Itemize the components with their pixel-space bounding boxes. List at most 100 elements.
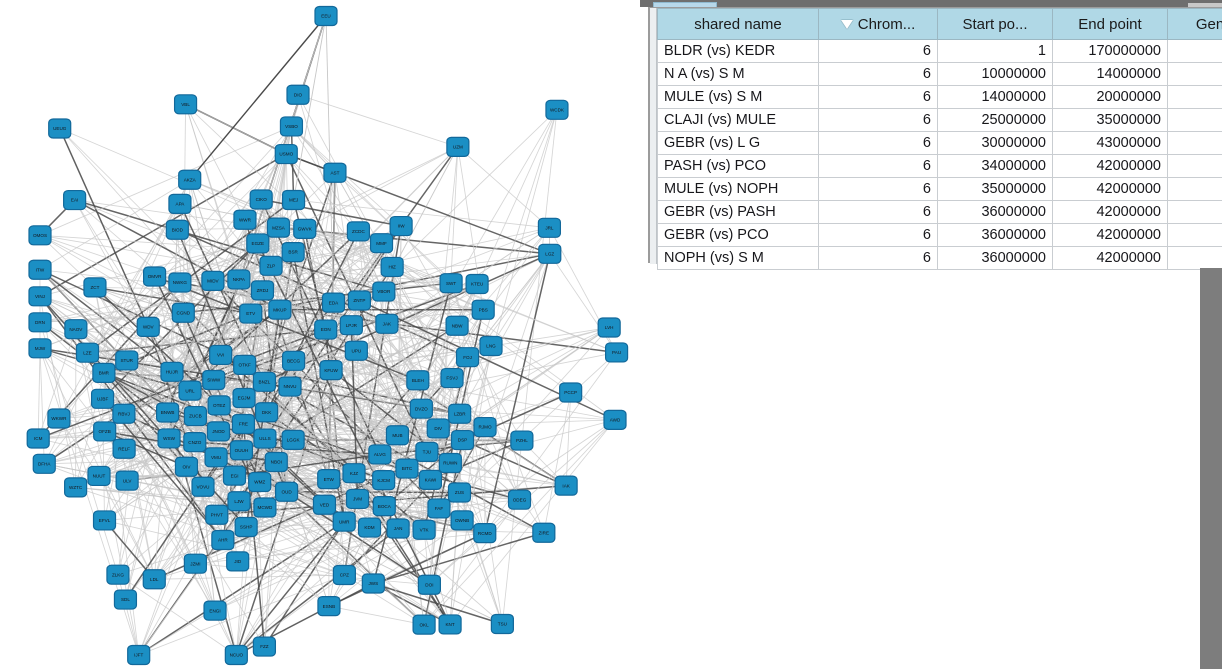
main-network-node[interactable]: UPU	[344, 340, 368, 361]
main-network-node[interactable]: PAU	[604, 342, 629, 363]
main-network-node[interactable]: LDL	[142, 569, 166, 590]
cell-shared_name[interactable]: MULE (vs) S M	[657, 85, 819, 109]
main-network-node[interactable]: IJFT	[127, 644, 151, 666]
main-network-node[interactable]: KAWI	[418, 469, 443, 490]
results-table-panel[interactable]: shared name Chrom... Start po... End poi…	[648, 7, 1222, 270]
main-network-node[interactable]: EGJM	[232, 387, 256, 409]
main-network-node[interactable]: ZCDC	[346, 221, 371, 242]
main-network-node[interactable]: PBS	[471, 299, 495, 320]
main-network-node[interactable]: PCCP	[559, 382, 583, 403]
main-network-node[interactable]: AHR	[211, 529, 235, 551]
main-network-view[interactable]: EEU OTKF JID ZNTP ZIRE ETW GWVK CPZ AKZA WZTC OWNB…	[0, 0, 640, 669]
main-network-node[interactable]: NAOV	[64, 319, 88, 340]
main-network-node[interactable]: ALVG	[368, 444, 392, 465]
cell-end_point[interactable]: 14000000	[1052, 62, 1168, 86]
main-network-node[interactable]: BLEH	[406, 370, 430, 391]
column-header-genetic[interactable]: Genetic...	[1167, 8, 1222, 40]
table-row[interactable]: NOPH (vs) S M636000000420000009.9	[657, 246, 1222, 270]
main-network-node[interactable]: OMVR	[142, 266, 167, 287]
main-network-node[interactable]: RUWN	[438, 452, 462, 474]
table-row[interactable]: PASH (vs) PCO6340000004200000011.4	[657, 154, 1222, 178]
main-network-node[interactable]: SWT	[439, 273, 463, 294]
main-network-node[interactable]: ZCT	[83, 277, 107, 298]
main-network-node[interactable]: JAK	[375, 313, 399, 334]
cell-start_point[interactable]: 35000000	[937, 177, 1053, 201]
cell-chromosome[interactable]: 6	[818, 246, 938, 270]
table-row[interactable]: GEBR (vs) PCO636000000420000008.4	[657, 223, 1222, 247]
main-network-node[interactable]: MIDV	[201, 270, 225, 292]
cell-end_point[interactable]: 42000000	[1052, 154, 1168, 178]
main-network-node[interactable]: LGZ	[538, 243, 562, 264]
main-network-node[interactable]: NCUO	[224, 644, 248, 666]
main-network-node[interactable]: DKK	[254, 402, 279, 423]
main-network-node[interactable]: AKZA	[178, 169, 202, 190]
cell-end_point[interactable]: 42000000	[1052, 177, 1168, 201]
cell-chromosome[interactable]: 6	[818, 39, 938, 63]
main-network-node[interactable]: FZZ	[252, 636, 277, 657]
cell-start_point[interactable]: 36000000	[937, 200, 1053, 224]
main-network-node[interactable]: STUR	[115, 350, 139, 371]
main-network-node[interactable]: SIWW	[202, 369, 226, 391]
cell-start_point[interactable]: 14000000	[937, 85, 1053, 109]
main-network-node[interactable]: NUUT	[87, 465, 111, 487]
main-network-node[interactable]: ZIRE	[532, 522, 556, 543]
main-network-node[interactable]: APA	[168, 193, 192, 214]
main-network-node[interactable]: MKUP	[268, 299, 292, 320]
cell-start_point[interactable]: 36000000	[937, 246, 1053, 270]
cell-end_point[interactable]: 42000000	[1052, 200, 1168, 224]
main-network-node[interactable]: OTEZ	[207, 395, 231, 416]
main-network-node[interactable]: ZUCB	[183, 405, 208, 427]
column-header-start-point[interactable]: Start po...	[937, 8, 1053, 40]
main-network-node[interactable]: VMU	[204, 447, 228, 468]
main-network-node[interactable]: BSR	[281, 241, 305, 263]
main-network-node[interactable]: NBW	[445, 315, 469, 336]
main-network-node[interactable]: ZRDJ	[250, 280, 275, 301]
main-network-node[interactable]: EGI	[222, 465, 247, 486]
cell-end_point[interactable]: 35000000	[1052, 108, 1168, 132]
cell-chromosome[interactable]: 6	[818, 200, 938, 224]
main-network-node[interactable]: OFZB	[93, 421, 117, 442]
main-network-node[interactable]: OIV	[174, 456, 199, 477]
main-network-node[interactable]: IAK	[554, 475, 578, 496]
main-network-node[interactable]: BNZL	[252, 371, 277, 392]
main-network-node[interactable]: ZUS	[447, 482, 472, 503]
main-network-node[interactable]: JVM	[345, 488, 370, 510]
main-network-node[interactable]: ETW	[317, 468, 341, 490]
main-network-node[interactable]: TJU	[415, 441, 439, 462]
main-network-node[interactable]: HUJR	[160, 361, 184, 382]
main-network-node[interactable]: RJMO	[473, 416, 497, 438]
cell-shared_name[interactable]: GEBR (vs) PASH	[657, 200, 819, 224]
main-network-node[interactable]: KJCM	[372, 470, 396, 491]
main-network-node[interactable]: WDV	[136, 316, 160, 338]
main-network-node[interactable]: VSBO	[279, 116, 304, 137]
main-network-node[interactable]: SSHP	[234, 516, 258, 538]
main-network-node[interactable]: OTKF	[233, 354, 257, 376]
cell-chromosome[interactable]: 6	[818, 131, 938, 155]
main-network-node[interactable]: EEU	[314, 5, 338, 27]
main-network-node[interactable]: EAI	[63, 189, 87, 211]
main-network-node[interactable]: VOVU	[191, 476, 215, 497]
main-network-node[interactable]: ULV	[115, 470, 139, 491]
main-network-node[interactable]: VBOR	[372, 281, 396, 302]
main-network-node[interactable]: RCMD	[473, 523, 497, 544]
table-row[interactable]: GEBR (vs) L G6300000004300000016.9	[657, 131, 1222, 155]
cell-shared_name[interactable]: CLAJI (vs) MULE	[657, 108, 819, 132]
main-network-node[interactable]: OKL	[412, 614, 436, 635]
main-network-node[interactable]: BOCA	[372, 496, 396, 517]
cell-genetic[interactable]: 16.9	[1167, 131, 1222, 155]
main-network-node[interactable]: LNG	[479, 335, 503, 357]
cell-genetic[interactable]: 10.5	[1167, 177, 1222, 201]
main-network-node[interactable]: PZHL	[510, 430, 534, 451]
cell-chromosome[interactable]: 6	[818, 108, 938, 132]
main-network-node[interactable]: NBOI	[264, 451, 288, 473]
main-network-node[interactable]: IIW	[389, 215, 413, 237]
sort-descending-icon[interactable]	[840, 20, 853, 30]
main-network-node[interactable]: ZLKG	[106, 564, 130, 585]
main-network-node[interactable]: DIO	[286, 84, 310, 105]
cell-genetic[interactable]: 5.9	[1167, 108, 1222, 132]
cell-start_point[interactable]: 34000000	[937, 154, 1053, 178]
main-network-node[interactable]: UJBF	[90, 388, 115, 409]
main-network-node[interactable]: OWNB	[450, 510, 474, 531]
main-network-node[interactable]: DIV	[426, 418, 450, 439]
cell-start_point[interactable]: 1	[937, 39, 1053, 63]
